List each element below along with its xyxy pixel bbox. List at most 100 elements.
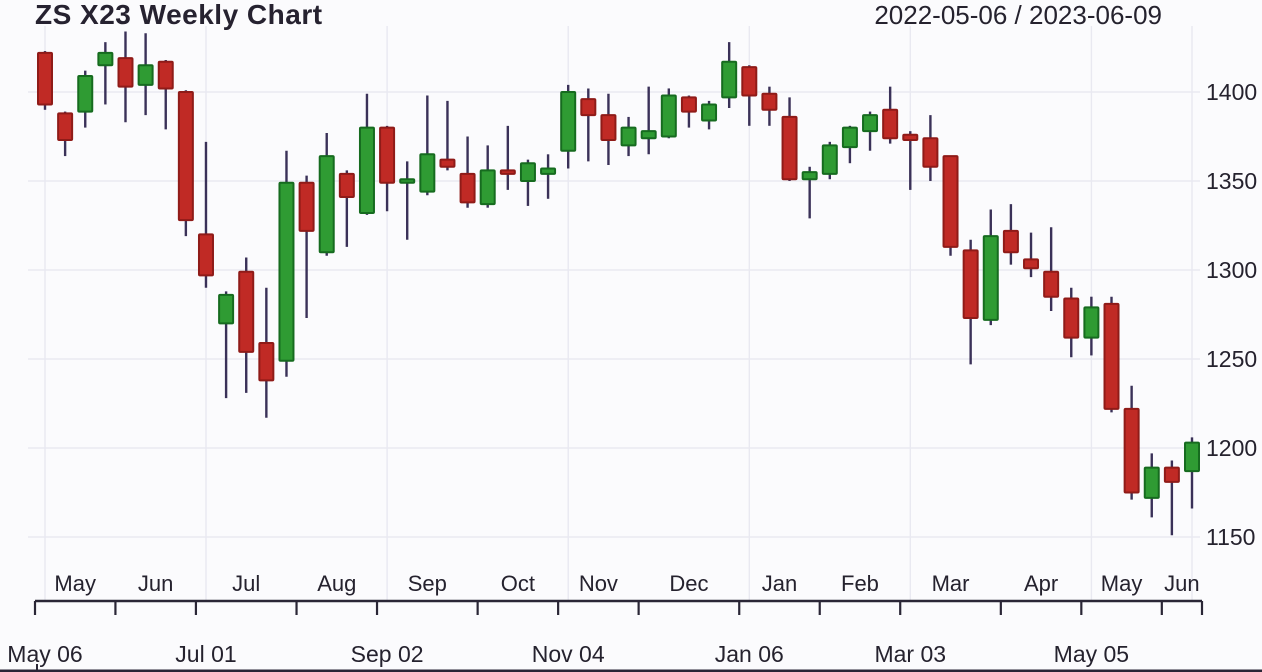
date-range: 2022-05-06 / 2023-06-09: [874, 0, 1162, 30]
candle-body-down: [117, 57, 134, 88]
candle-body-up: [821, 144, 838, 175]
candle-body-up: [540, 167, 557, 175]
candle-body-down: [882, 108, 899, 140]
candle: [701, 100, 718, 130]
candle-body-up: [862, 114, 879, 133]
candle-body-up: [1083, 306, 1100, 339]
candle: [379, 125, 396, 212]
candle: [97, 42, 114, 105]
month-label: Nov: [579, 571, 618, 596]
candle-body-down: [902, 133, 919, 142]
candle-body-up: [278, 181, 295, 362]
month-label: Mar: [932, 571, 970, 596]
candle: [137, 33, 154, 116]
candle: [1143, 453, 1160, 518]
candle: [560, 84, 577, 169]
candle-body-up: [560, 91, 577, 152]
candle-body-down: [741, 66, 758, 97]
x-date-label: Nov 04: [532, 641, 605, 667]
candle: [821, 141, 838, 180]
month-label: Jun: [1164, 571, 1199, 596]
candle-body-down: [379, 126, 396, 184]
chart-header: ZS X23 Weekly Chart 2022-05-06 / 2023-06…: [0, 0, 1262, 30]
candle: [922, 115, 939, 181]
candle-body-up: [218, 293, 235, 325]
candle: [841, 125, 858, 164]
month-label: Jun: [138, 571, 173, 596]
candle-body-up: [479, 169, 496, 206]
candle: [741, 65, 758, 126]
candle-body-down: [781, 115, 798, 181]
candle-body-up: [701, 103, 718, 122]
candle: [479, 145, 496, 208]
y-tick-label: 1200: [1206, 435, 1257, 461]
candle: [640, 86, 657, 155]
candle: [358, 93, 375, 215]
candle-body-down: [57, 112, 74, 142]
candle: [459, 136, 476, 208]
month-label: Feb: [841, 571, 879, 596]
candle: [197, 141, 214, 288]
candle-body-down: [157, 60, 174, 90]
candle-body-down: [1023, 258, 1040, 270]
candle-body-down: [298, 181, 315, 232]
month-label: May: [1101, 571, 1143, 596]
candle: [862, 111, 879, 151]
candle: [258, 287, 275, 418]
candle: [218, 291, 235, 399]
candle-body-down: [942, 155, 959, 248]
candle-body-down: [680, 96, 697, 113]
candle-body-down: [37, 51, 53, 106]
x-date-label: Jan 06: [715, 641, 784, 667]
date-axis: May 06 Jul 01 Sep 02 Nov 04 Jan 06 Mar 03 May …: [0, 641, 1262, 672]
candle-body-down: [1002, 229, 1019, 254]
candle: [660, 88, 677, 139]
candle: [1002, 204, 1019, 265]
candle: [962, 239, 979, 365]
x-date-label: Sep 02: [351, 641, 424, 667]
candle: [298, 175, 315, 319]
candle: [680, 95, 697, 128]
y-tick-label: 1300: [1206, 257, 1257, 283]
candle: [399, 161, 416, 240]
candle-body-up: [519, 162, 536, 182]
candle: [57, 111, 74, 157]
candle-body-down: [922, 137, 939, 168]
candle-body-down: [499, 169, 516, 175]
x-date-label: Jul 01: [175, 641, 236, 667]
candle-body-down: [1123, 407, 1140, 494]
candle: [982, 209, 999, 326]
candle-body-down: [962, 249, 979, 320]
candle: [318, 132, 335, 256]
candle: [177, 90, 194, 237]
candle-body-down: [1043, 270, 1060, 298]
candle: [278, 150, 295, 377]
candle-body-up: [801, 171, 818, 181]
x-date-label: May 06: [7, 641, 82, 667]
candle-body-up: [358, 126, 375, 215]
candle-body-down: [1103, 302, 1120, 410]
candle-body-down: [459, 172, 476, 204]
candle-body-up: [137, 64, 154, 86]
month-label: Aug: [317, 571, 356, 596]
candle: [1043, 227, 1060, 311]
candle: [721, 42, 738, 109]
candle-body-up: [1143, 466, 1160, 499]
candle: [801, 166, 818, 219]
candle-body-down: [761, 92, 778, 111]
x-date-label: Mar 03: [874, 641, 946, 667]
candle-body-up: [77, 74, 94, 113]
candle-body-down: [1063, 297, 1080, 339]
candle: [77, 70, 94, 128]
candle: [419, 95, 436, 196]
candle-body-up: [660, 94, 677, 138]
candle: [338, 170, 355, 247]
y-tick-label: 1400: [1206, 79, 1257, 105]
chart-title: ZS X23 Weekly Chart: [35, 0, 323, 30]
candle: [1184, 437, 1200, 509]
candle-body-down: [258, 341, 275, 382]
candle: [540, 154, 557, 199]
candle-body-up: [841, 126, 858, 149]
candle: [620, 116, 637, 157]
